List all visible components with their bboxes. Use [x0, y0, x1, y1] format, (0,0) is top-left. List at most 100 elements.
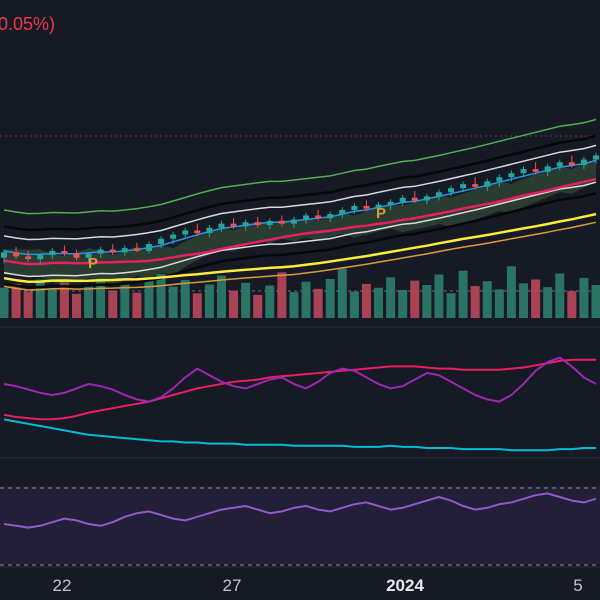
candle-body	[85, 253, 92, 258]
stochastic-d-line	[3, 358, 596, 421]
candle-body	[387, 201, 394, 205]
candle-body	[1, 252, 7, 258]
candle-body	[182, 230, 189, 235]
candle-body	[254, 222, 261, 225]
candle-body	[351, 205, 358, 210]
bollinger-upper-line	[3, 134, 597, 232]
candle-body	[580, 159, 587, 165]
candle-body	[435, 192, 442, 197]
volume-bar	[494, 289, 504, 318]
volume-bar	[386, 277, 396, 318]
candle-body	[290, 219, 297, 224]
candle-body	[399, 197, 406, 202]
volume-bar	[337, 268, 347, 318]
volume-bar	[398, 289, 408, 318]
candle-body	[109, 249, 116, 253]
volume-bar	[168, 286, 178, 318]
candle-body	[37, 255, 44, 260]
volume-bar	[579, 277, 589, 318]
candle-body	[25, 256, 32, 260]
moving-average-yellow	[3, 212, 597, 284]
candle-body	[278, 220, 285, 224]
volume-bar	[555, 273, 565, 318]
volume-bar	[289, 292, 299, 318]
volume-bar	[482, 281, 492, 318]
candle-body	[194, 230, 201, 234]
x-tick-label: 27	[223, 576, 242, 595]
support-line-orange	[3, 221, 597, 291]
candle-body	[266, 220, 273, 225]
volume-bar	[180, 280, 190, 318]
volume-bar	[23, 291, 33, 318]
moving-average-red	[3, 177, 597, 266]
volume-bar	[96, 278, 106, 318]
candle-body	[508, 173, 515, 178]
candle-body	[49, 250, 56, 255]
candle-body	[303, 215, 310, 220]
volume-bar	[156, 274, 166, 318]
volume-bar	[591, 285, 600, 318]
volume-bar	[229, 290, 239, 318]
candle-body	[423, 196, 430, 201]
volume-bar	[531, 279, 541, 318]
volume-bar	[59, 281, 69, 318]
volume-bar	[422, 285, 432, 318]
volume-bar	[434, 274, 444, 318]
candle-body	[206, 227, 213, 234]
candle-body	[61, 250, 68, 254]
adx-line	[3, 418, 596, 452]
candle-body	[315, 215, 322, 219]
candle-body	[532, 169, 539, 172]
volume-bar	[35, 279, 45, 318]
candle-body	[327, 214, 334, 219]
candle-body	[520, 169, 527, 174]
candle-body	[121, 248, 128, 253]
volume-bar	[349, 291, 359, 318]
candle-body	[460, 184, 467, 189]
volume-bar	[241, 282, 251, 318]
ichimoku-cloud	[4, 159, 596, 286]
volume-bar	[470, 286, 480, 318]
volume-bar	[47, 289, 57, 318]
candle-body	[13, 252, 20, 257]
envelope-upper-line	[3, 144, 597, 241]
volume-bar	[458, 270, 468, 318]
x-tick-label: 5	[573, 576, 582, 595]
lagging-span-line	[3, 118, 597, 215]
volume-bar	[253, 294, 263, 318]
candle-body	[484, 181, 491, 187]
volume-bar	[84, 286, 94, 318]
volume-bar	[361, 283, 371, 318]
candle-body	[556, 162, 563, 167]
candle-body	[242, 222, 249, 227]
candle-body	[158, 238, 165, 245]
volume-bar	[519, 283, 529, 318]
candle-body	[593, 155, 599, 160]
price-change-label: 0.05%)	[0, 14, 56, 34]
volume-bar	[410, 280, 420, 318]
rsi-line	[3, 492, 597, 529]
x-tick-label: 2024	[386, 576, 424, 595]
candle-body	[448, 188, 455, 193]
volume-bar	[506, 266, 516, 318]
candle-body	[544, 166, 551, 172]
volume-bar	[0, 287, 9, 318]
pivot-marker: P	[376, 205, 386, 222]
volume-bar	[265, 285, 275, 318]
candle-body	[339, 210, 346, 215]
bollinger-lower-line	[3, 191, 597, 289]
volume-bar	[11, 283, 21, 318]
volume-bar	[144, 277, 154, 318]
x-tick-label: 22	[53, 576, 72, 595]
candle-body	[97, 249, 104, 254]
volume-bar	[120, 283, 130, 318]
volume-bar	[313, 288, 323, 318]
candle-body	[363, 205, 370, 209]
stochastic-k-line	[3, 356, 597, 403]
volume-bar	[325, 278, 335, 318]
volume-bar	[204, 284, 214, 318]
candle-body	[568, 162, 575, 165]
volume-bar	[277, 272, 287, 318]
